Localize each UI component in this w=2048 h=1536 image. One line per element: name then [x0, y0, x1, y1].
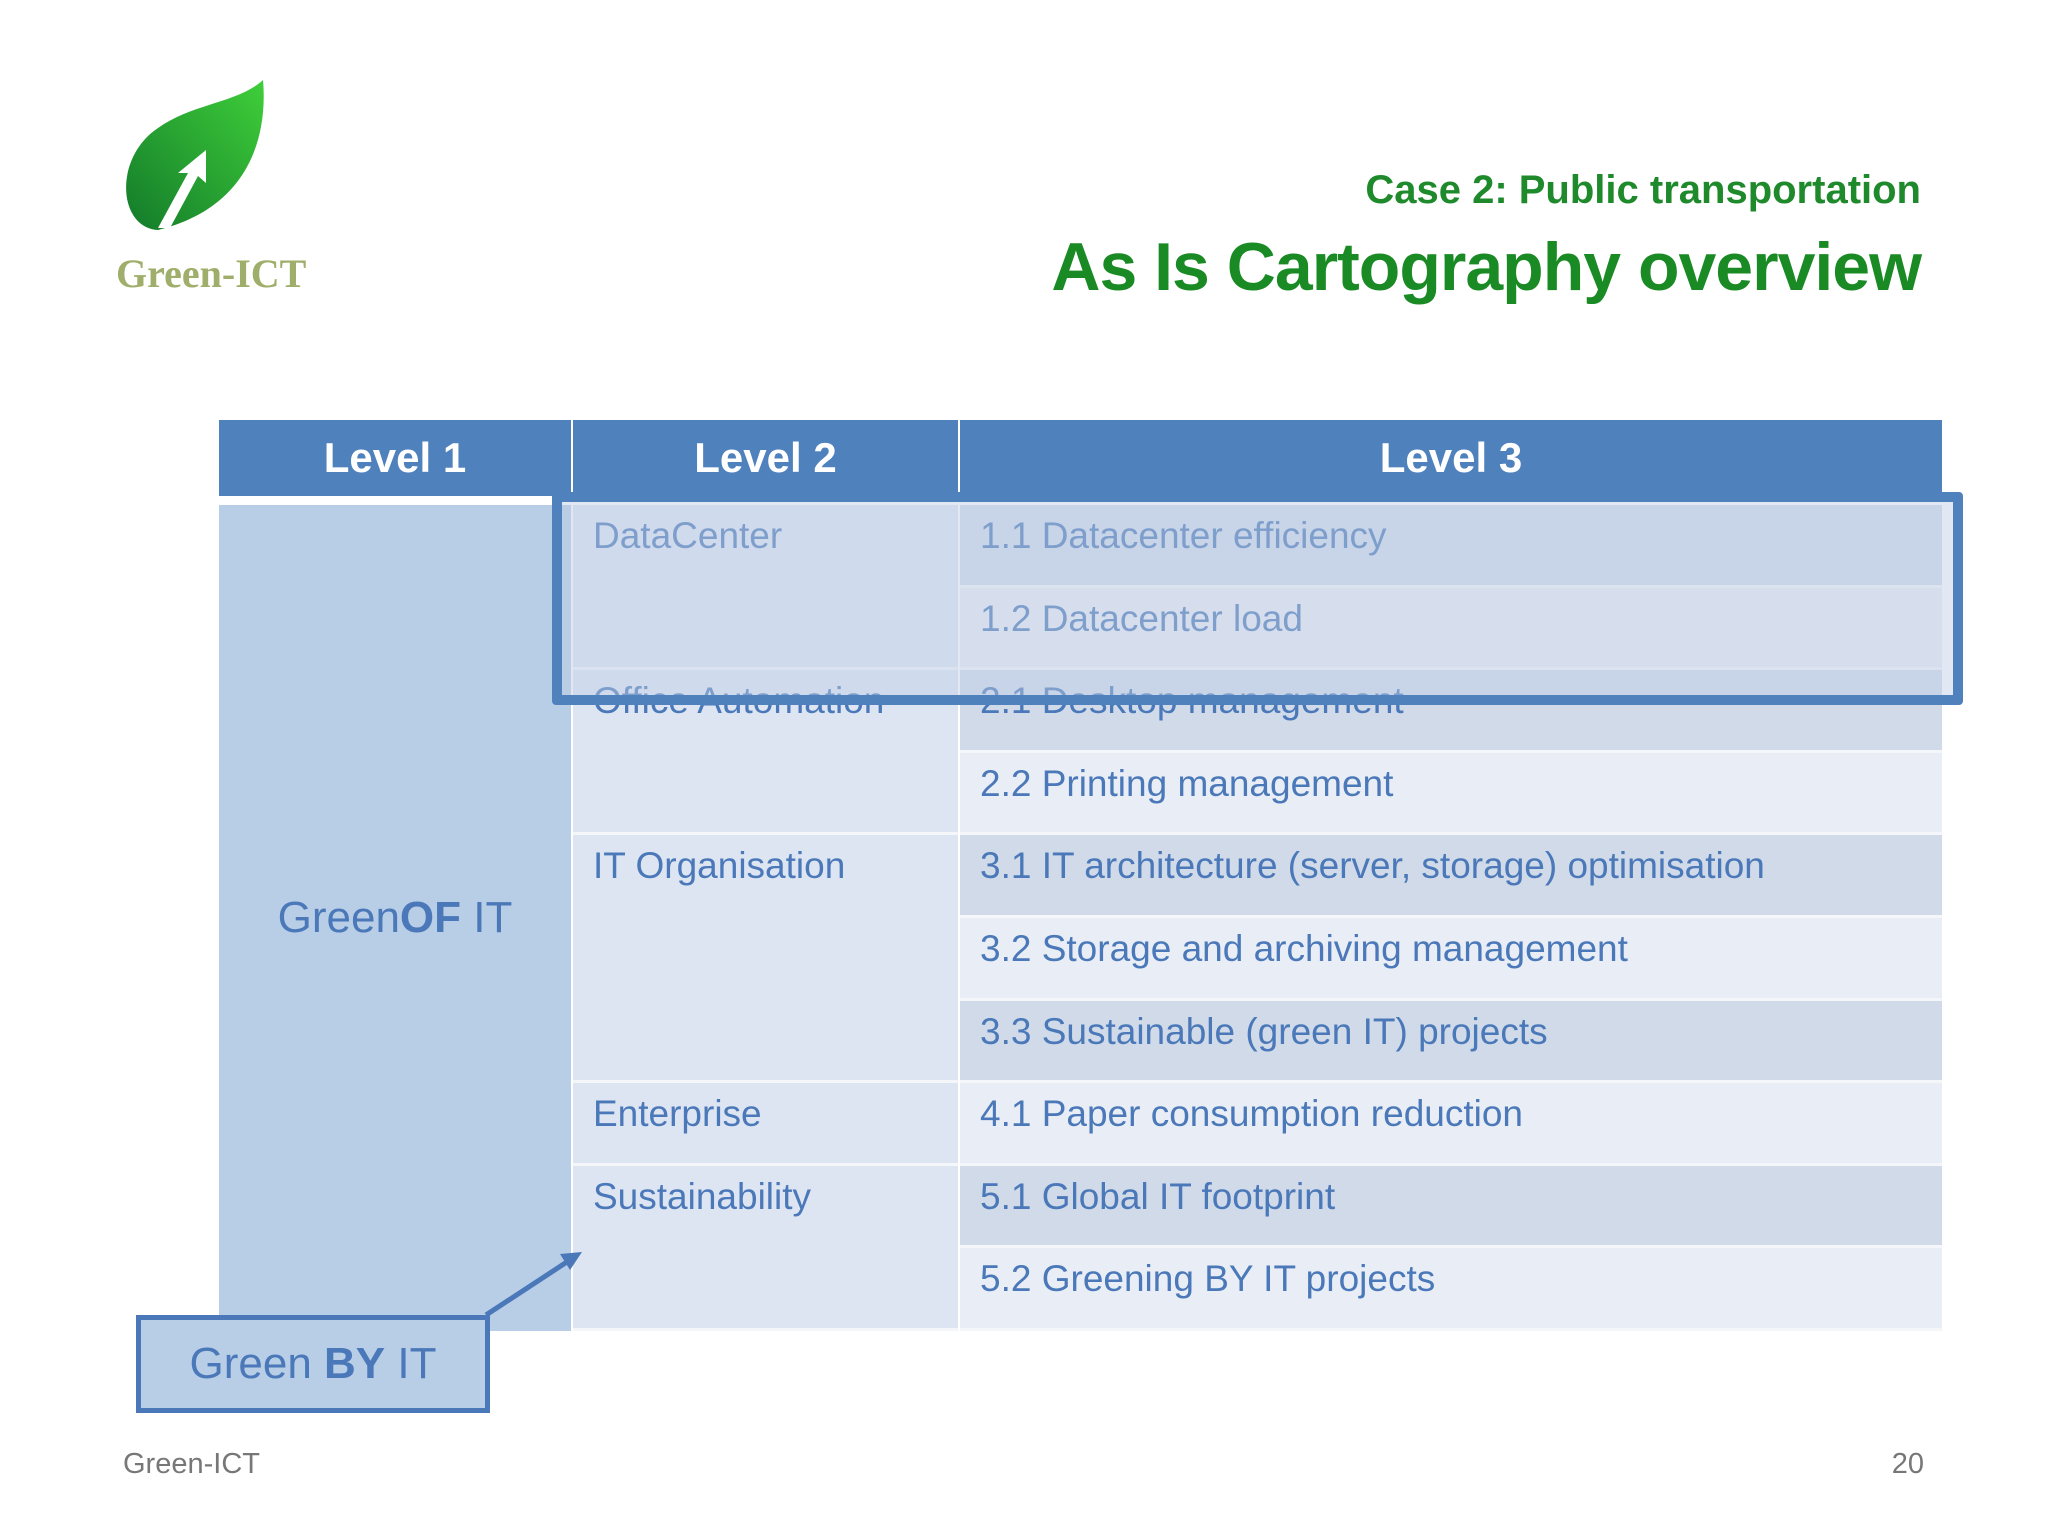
green-ict-leaf-logo-icon	[126, 80, 264, 230]
footer-label: Green-ICT	[123, 1448, 260, 1480]
level3-cell: 2.2 Printing management	[960, 752, 1942, 836]
level3-cell: 4.1 Paper consumption reduction	[960, 1083, 1942, 1166]
header-level-2: Level 2	[573, 420, 958, 496]
logo-text: Green-ICT	[116, 251, 307, 296]
level2-cell: IT Organisation	[573, 835, 958, 1084]
level1-green-of-it: Green OF IT	[219, 505, 571, 1331]
header-level-1: Level 1	[219, 420, 571, 496]
header-level-3: Level 3	[960, 420, 1942, 496]
level3-cell: 1.1 Datacenter efficiency	[960, 505, 1942, 588]
level3-cell: 3.3 Sustainable (green IT) projects	[960, 1000, 1942, 1084]
level2-cell: Enterprise	[573, 1083, 958, 1166]
slide-title: As Is Cartography overview	[1051, 229, 1922, 305]
level2-cell: DataCenter	[573, 505, 958, 671]
callout-arrow-icon	[484, 1252, 582, 1318]
level2-cell: Sustainability	[573, 1165, 958, 1331]
slide-subtitle: Case 2: Public transportation	[1365, 168, 1921, 212]
level3-cell: 3.1 IT architecture (server, storage) op…	[960, 835, 1942, 918]
datacenter-highlight-box	[552, 492, 1963, 705]
green-by-it-callout: Green BY IT	[136, 1315, 490, 1413]
level3-cell: 1.2 Datacenter load	[960, 587, 1942, 671]
page-number: 20	[1891, 1448, 1924, 1480]
level3-cell: 3.2 Storage and archiving management	[960, 918, 1942, 1001]
level3-cell: 5.2 Greening BY IT projects	[960, 1248, 1942, 1331]
level3-cell: 5.1 Global IT footprint	[960, 1165, 1942, 1249]
